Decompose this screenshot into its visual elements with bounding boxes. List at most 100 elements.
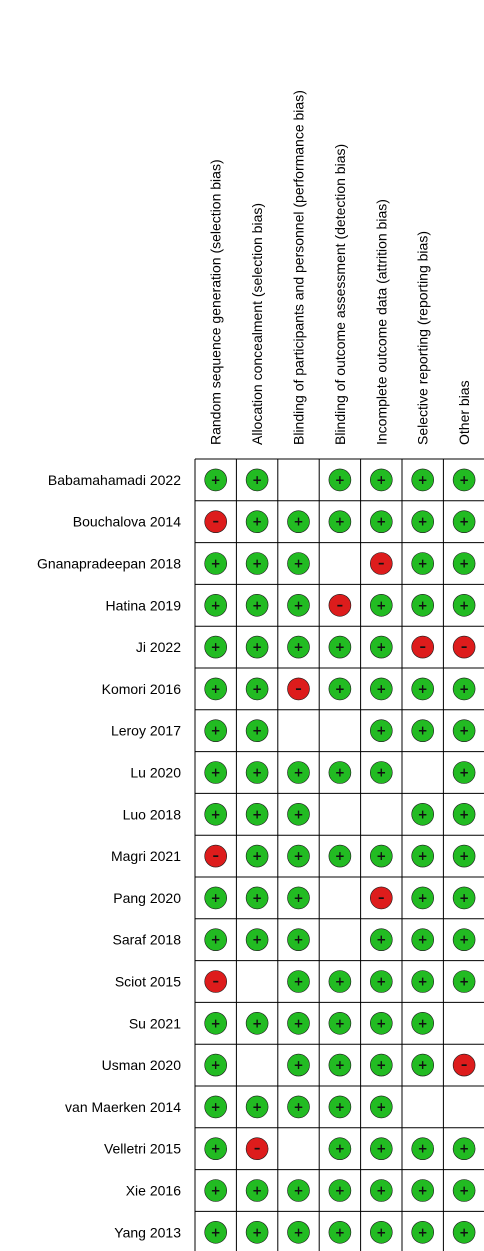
rating-symbol: + (335, 1016, 345, 1030)
rating-symbol: + (418, 598, 428, 612)
rating-symbol: – (254, 1142, 261, 1157)
low-risk-mark: + (287, 802, 310, 826)
low-risk-mark: + (369, 719, 393, 743)
low-risk-mark: + (287, 1179, 310, 1202)
low-risk-mark: + (204, 677, 227, 701)
study-label: Magri 2021 (111, 848, 181, 864)
low-risk-mark: + (328, 468, 352, 492)
low-risk-mark: + (452, 928, 476, 952)
study-label: Su 2021 (129, 1015, 181, 1031)
rating-symbol: + (252, 849, 262, 863)
low-risk-mark: + (411, 677, 435, 701)
low-risk-mark: + (204, 886, 227, 910)
rating-symbol: + (418, 849, 428, 863)
rating-symbol: + (293, 1184, 303, 1198)
rating-symbol: + (293, 557, 303, 571)
rating-symbol: + (376, 724, 386, 738)
study-label: Komori 2016 (102, 681, 182, 697)
low-risk-mark: + (452, 1137, 476, 1160)
low-risk-mark: + (245, 1011, 269, 1035)
rating-symbol: + (335, 1225, 345, 1239)
rating-symbol: + (459, 557, 469, 571)
rating-symbol: + (252, 640, 262, 654)
rating-symbol: + (418, 975, 428, 989)
rating-symbol: – (419, 640, 426, 655)
grid-lines (194, 458, 484, 1251)
rating-symbol: + (211, 933, 221, 947)
rating-symbol: + (211, 1100, 221, 1114)
low-risk-mark: + (328, 1221, 352, 1244)
low-risk-mark: + (245, 677, 269, 701)
study-label: Leroy 2017 (111, 723, 181, 739)
rating-symbol: + (376, 1142, 386, 1156)
rating-symbol: + (459, 1225, 469, 1239)
low-risk-mark: + (287, 970, 310, 993)
rating-symbol: + (376, 766, 386, 780)
low-risk-mark: + (328, 1053, 352, 1077)
study-label: Ji 2022 (136, 639, 181, 655)
rating-symbol: + (335, 515, 345, 529)
rating-symbol: + (211, 682, 221, 696)
low-risk-mark: + (452, 802, 476, 826)
rating-symbol: + (293, 975, 303, 989)
low-risk-mark: + (287, 1221, 310, 1244)
low-risk-mark: + (452, 510, 476, 534)
low-risk-mark: + (245, 844, 269, 868)
rating-symbol: – (461, 640, 468, 655)
rating-symbol: + (335, 1142, 345, 1156)
study-label: Pang 2020 (113, 890, 181, 906)
rating-symbol: + (376, 515, 386, 529)
study-label: Usman 2020 (102, 1057, 182, 1073)
low-risk-mark: + (204, 1011, 227, 1035)
rating-symbol: + (252, 557, 262, 571)
rating-symbol: + (252, 682, 262, 696)
study-labels: Babamahamadi 2022 Bouchalova 2014 Gnanapra… (37, 472, 181, 1240)
low-risk-mark: + (369, 928, 393, 952)
rating-symbol: + (252, 724, 262, 738)
rating-symbol: + (293, 1100, 303, 1114)
low-risk-mark: + (245, 802, 269, 826)
low-risk-mark: + (369, 1011, 393, 1035)
low-risk-mark: + (287, 886, 310, 910)
high-risk-mark: – (204, 510, 227, 534)
rating-symbol: + (293, 640, 303, 654)
rating-symbol: + (459, 598, 469, 612)
rating-symbol: + (252, 515, 262, 529)
low-risk-mark: + (328, 510, 352, 534)
low-risk-mark: + (328, 970, 352, 993)
low-risk-mark: + (245, 510, 269, 534)
rating-symbol: + (418, 1225, 428, 1239)
low-risk-mark: + (411, 886, 435, 910)
low-risk-mark: + (328, 844, 352, 868)
low-risk-mark: + (411, 1179, 435, 1202)
rating-symbol: + (252, 1100, 262, 1114)
low-risk-mark: + (245, 886, 269, 910)
rating-symbol: + (252, 807, 262, 821)
low-risk-mark: + (204, 1137, 227, 1160)
study-label: Hatina 2019 (105, 597, 181, 613)
rating-symbol: + (376, 849, 386, 863)
low-risk-mark: + (411, 802, 435, 826)
low-risk-mark: + (328, 1179, 352, 1202)
low-risk-mark: + (452, 593, 476, 617)
study-label: Babamahamadi 2022 (48, 472, 181, 488)
low-risk-mark: + (204, 1095, 227, 1119)
rating-symbol: + (459, 515, 469, 529)
study-label: Xie 2016 (126, 1183, 181, 1199)
study-label: Gnanapradeepan 2018 (37, 556, 181, 572)
low-risk-mark: + (204, 1221, 227, 1244)
high-risk-mark: – (369, 886, 393, 910)
rating-symbol: + (418, 933, 428, 947)
domain-header: Random sequence generation (selection bi… (208, 159, 224, 445)
domain-headers: Random sequence generation (selection bi… (208, 90, 472, 445)
rating-symbol: + (418, 473, 428, 487)
rating-symbol: + (211, 598, 221, 612)
low-risk-mark: + (245, 761, 269, 784)
high-risk-mark: – (204, 970, 227, 993)
low-risk-mark: + (328, 1137, 352, 1160)
rating-symbol: + (335, 1184, 345, 1198)
high-risk-mark: – (411, 635, 435, 659)
low-risk-mark: + (245, 468, 269, 492)
rating-symbol: – (378, 557, 385, 572)
rating-marks: + + + + + + – + + + + + + + + + – + + + + + – + + + + + + + + – – + + – + + + +… (204, 468, 476, 1244)
